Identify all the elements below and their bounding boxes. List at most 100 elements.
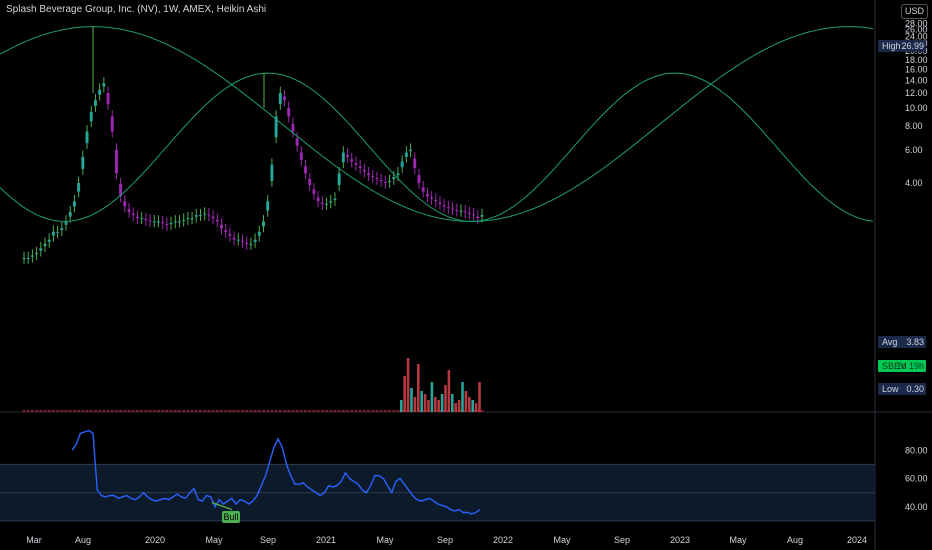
volume-bar: [266, 410, 270, 412]
candle: [110, 116, 114, 132]
candle: [274, 116, 278, 138]
volume-bar: [102, 410, 106, 412]
volume-bar: [119, 410, 123, 412]
volume-bar: [249, 410, 253, 412]
last-price-tag-box: [878, 360, 926, 372]
candle: [308, 178, 312, 186]
volume-bar: [22, 410, 26, 412]
candle: [47, 239, 51, 242]
candle: [224, 230, 228, 232]
candle: [89, 112, 93, 122]
volume-bar: [72, 410, 76, 412]
candle: [472, 214, 476, 216]
price-tick-label: 8.00: [905, 121, 923, 131]
volume-bar: [215, 410, 219, 412]
candle: [190, 218, 194, 220]
volume-bar: [320, 410, 324, 412]
volume-bar: [427, 400, 430, 412]
volume-bar: [403, 376, 406, 412]
candle: [476, 216, 480, 219]
volume-bar: [410, 388, 413, 412]
rsi-tick-label: 40.00: [905, 502, 928, 512]
volume-bar: [404, 410, 408, 412]
volume-bar: [299, 410, 303, 412]
volume-bar: [165, 410, 169, 412]
candle: [131, 213, 135, 216]
volume-bar: [98, 410, 102, 412]
candle: [287, 107, 291, 117]
volume-bar: [329, 410, 333, 412]
volume-bar: [131, 410, 135, 412]
time-tick-label: Sep: [260, 535, 276, 545]
rsi-tick-label: 60.00: [905, 474, 928, 484]
volume-bar: [56, 410, 60, 412]
candle: [72, 201, 76, 207]
candle: [463, 211, 467, 213]
low-tag-box: [878, 383, 926, 395]
candle: [350, 159, 354, 162]
volume-bar: [190, 410, 194, 412]
low-tag-name: Low: [882, 384, 899, 394]
time-tick-label: 2024: [847, 535, 867, 545]
volume-bar: [140, 410, 144, 412]
candle: [39, 248, 43, 251]
candle: [467, 212, 471, 214]
volume-bar: [224, 410, 228, 412]
volume-bar: [379, 410, 383, 412]
candle: [312, 189, 316, 194]
volume-bar: [245, 410, 249, 412]
candle: [241, 240, 244, 242]
candle: [123, 201, 127, 207]
candle: [329, 201, 333, 203]
volume-bar: [312, 410, 316, 412]
volume-bar: [341, 410, 345, 412]
candle: [341, 152, 345, 163]
candle: [375, 177, 379, 179]
time-tick-label: Aug: [787, 535, 803, 545]
bull-label-box: [222, 511, 240, 523]
candle: [442, 205, 446, 207]
price-tick-label: 26.00: [905, 25, 928, 35]
candle: [249, 243, 253, 245]
volume-bar: [304, 410, 307, 412]
candle: [400, 161, 404, 168]
volume-bar: [110, 410, 114, 412]
candle: [245, 242, 249, 244]
candle: [26, 257, 30, 259]
volume-bar: [461, 382, 464, 412]
candle: [392, 177, 396, 179]
volume-bar: [274, 410, 278, 412]
candle: [207, 214, 211, 216]
candle: [35, 252, 39, 255]
time-tick-label: May: [376, 535, 394, 545]
volume-bar: [93, 410, 97, 412]
candle: [409, 149, 413, 152]
volume-bar: [43, 410, 47, 412]
volume-bar: [287, 410, 291, 412]
candle: [320, 202, 324, 204]
time-tick-label: May: [205, 535, 223, 545]
candle: [417, 175, 421, 183]
volume-bar: [362, 410, 366, 412]
volume-bar: [400, 400, 403, 412]
candle: [148, 220, 152, 222]
candle: [358, 166, 362, 169]
volume-bar: [236, 410, 240, 412]
volume-bar: [156, 410, 160, 412]
candle: [144, 219, 148, 221]
volume-bar: [471, 400, 474, 412]
volume-bar: [346, 410, 350, 412]
candle: [446, 207, 450, 209]
currency-badge[interactable]: USD: [900, 4, 928, 19]
candle: [169, 223, 173, 225]
candle: [438, 202, 442, 204]
volume-bar: [144, 410, 148, 412]
candle: [215, 219, 219, 222]
volume-bar: [135, 410, 139, 412]
candle: [354, 163, 358, 165]
volume-bar: [423, 394, 427, 412]
candle: [451, 208, 455, 210]
volume-bar: [464, 391, 468, 412]
time-tick-label: 2022: [493, 535, 513, 545]
